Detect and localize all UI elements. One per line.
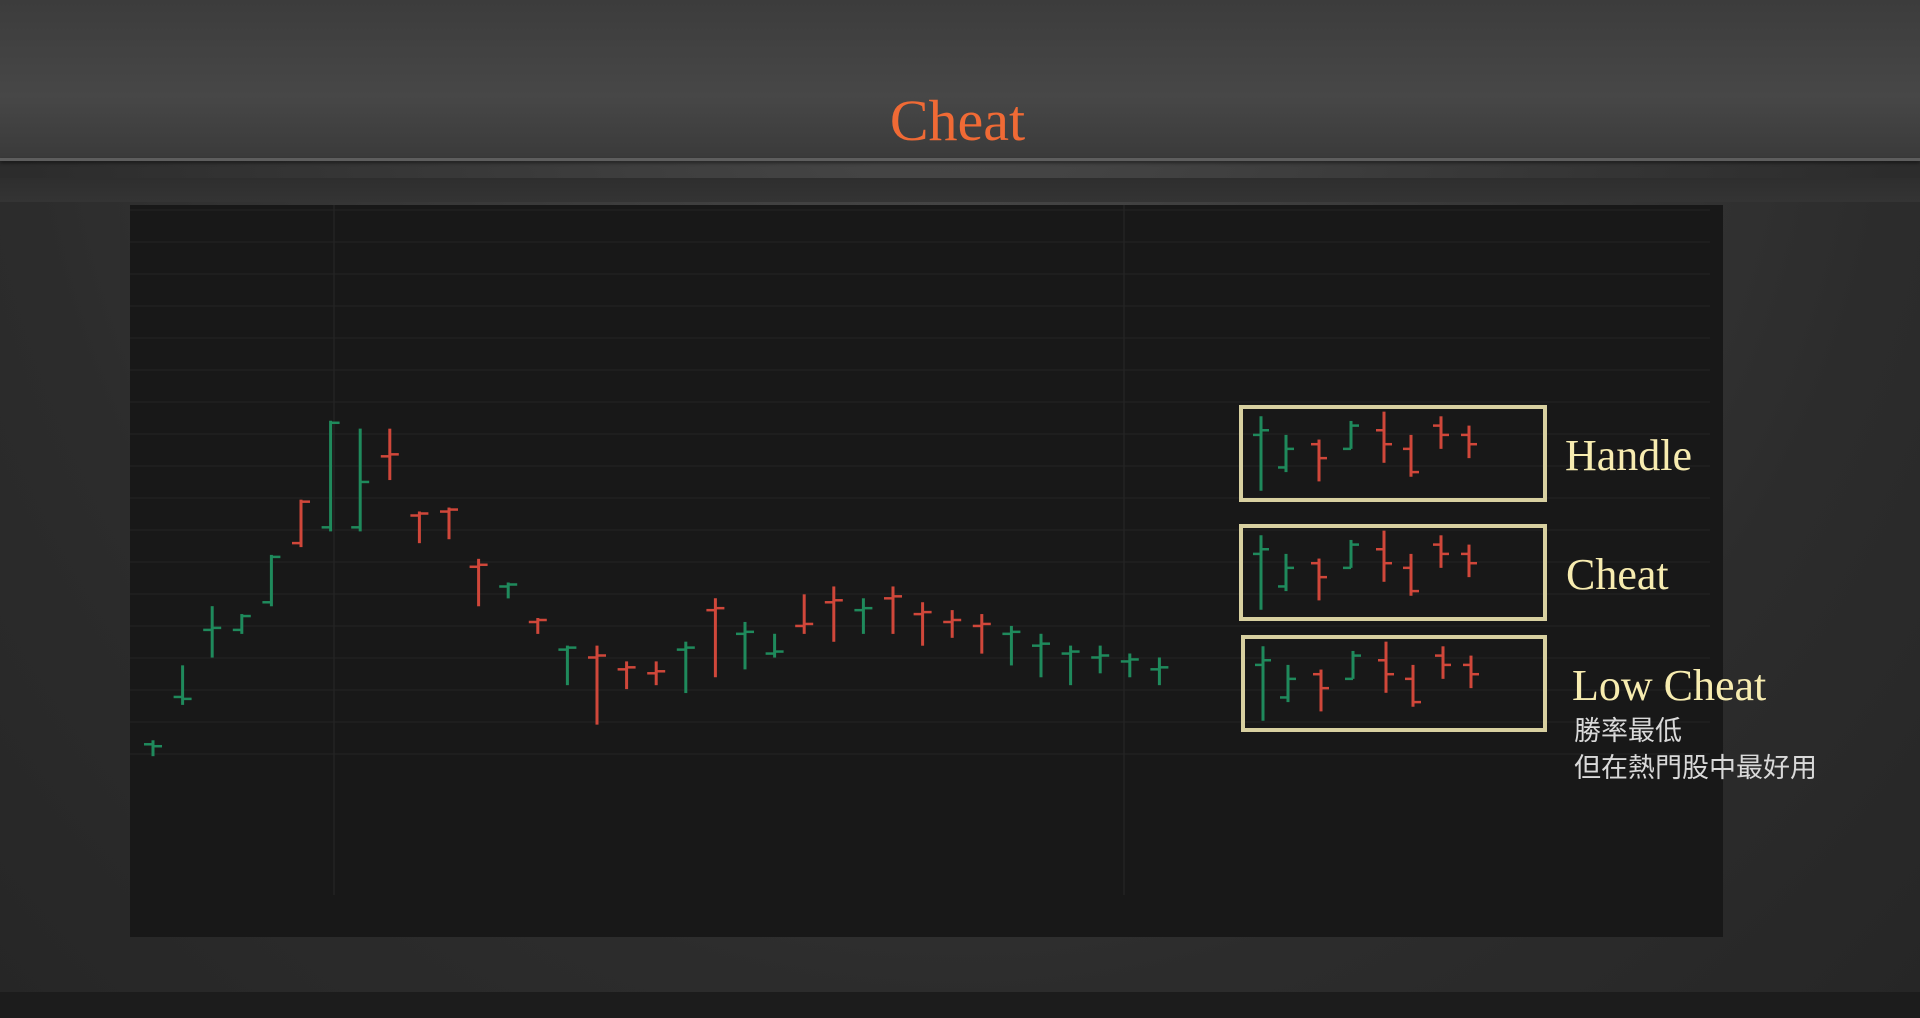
handle-label: Handle xyxy=(1565,431,1693,480)
handle-box xyxy=(1239,405,1547,502)
header-band xyxy=(0,0,1920,160)
cheat-box xyxy=(1239,524,1547,621)
low-cheat-label: Low Cheat xyxy=(1572,661,1767,710)
low-cheat-note: 勝率最低 但在熱門股中最好用 xyxy=(1574,713,1817,788)
slide-title: Cheat xyxy=(889,88,1026,153)
note-line-1: 勝率最低 xyxy=(1574,716,1682,747)
note-line-2: 但在熱門股中最好用 xyxy=(1574,753,1817,785)
chart-area xyxy=(130,205,1723,937)
footer-bar xyxy=(0,992,1920,1018)
cheat-label: Cheat xyxy=(1566,550,1669,599)
low-cheat-box xyxy=(1241,635,1547,732)
header-shadow-strip xyxy=(0,178,1920,202)
price-chart xyxy=(130,205,1710,895)
header-divider xyxy=(0,158,1920,161)
